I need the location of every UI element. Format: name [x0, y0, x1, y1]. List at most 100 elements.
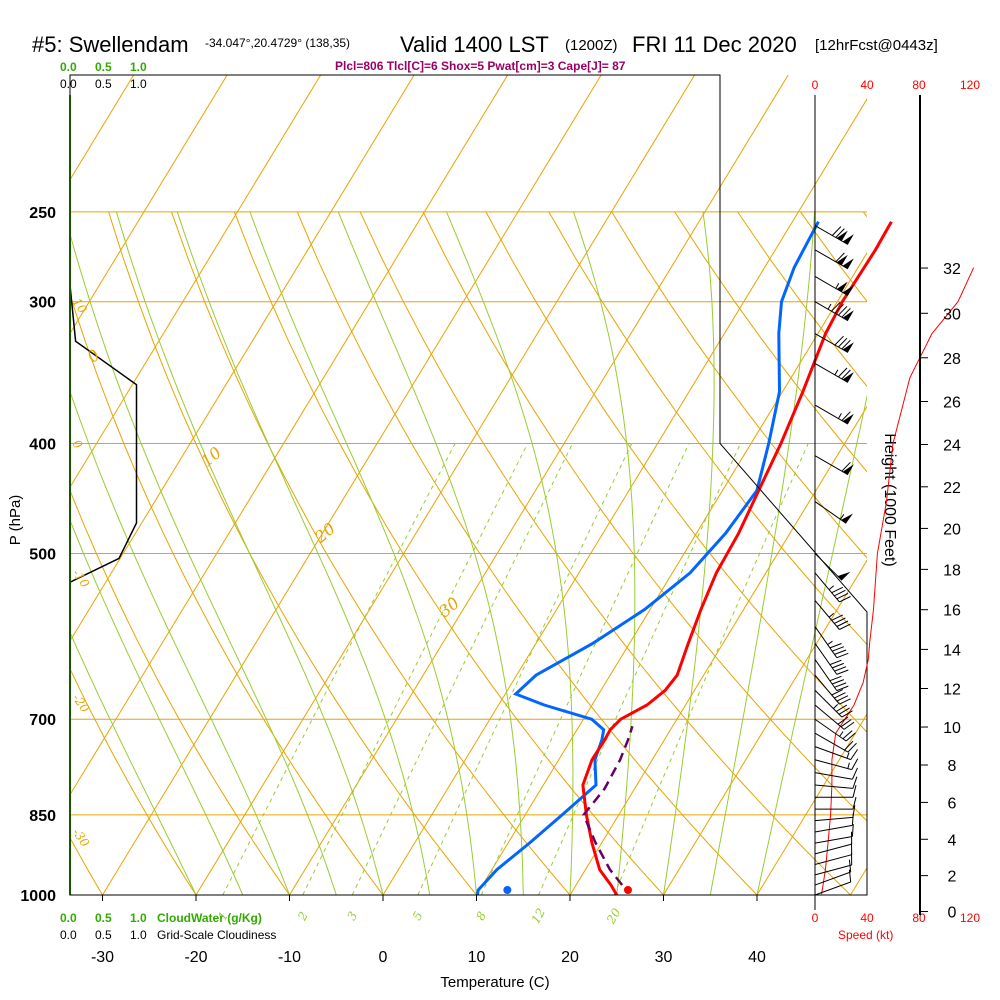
height-tick-label: 2	[948, 869, 957, 886]
mixing-ratio-line	[417, 443, 633, 895]
wind-barb-half-flag	[827, 640, 833, 646]
dry-adiabat-line	[70, 489, 290, 895]
wind-barb	[814, 404, 854, 425]
wind-barb-staff	[814, 746, 851, 761]
wind-barb-flag	[835, 228, 845, 238]
wind-barb-flag	[841, 339, 851, 350]
wind-speed-profile-line	[821, 267, 975, 896]
wind-barb-staff	[814, 276, 849, 296]
wind-barb	[814, 600, 851, 630]
moist-adiabat-line	[446, 211, 574, 895]
isotherm-line	[476, 251, 867, 895]
dry-adiabat-label: 20	[310, 519, 339, 547]
wind-barb	[814, 674, 851, 705]
wind-barb	[814, 785, 857, 798]
wind-barb-staff	[814, 362, 849, 383]
wind-barb-staff	[814, 501, 847, 524]
cloudiness-label: Grid-Scale Cloudiness	[157, 928, 276, 942]
height-tick-label: 0	[948, 904, 957, 921]
wind-barb-flag	[832, 662, 844, 669]
height-axis-title: Height (1000 Feet)	[881, 433, 898, 566]
wind-barb-flag	[838, 337, 848, 348]
cloudwater-tick: 0.0	[60, 911, 77, 925]
wind-barb-flag	[831, 226, 842, 236]
isotherm-line	[289, 75, 789, 895]
wind-barb	[814, 553, 851, 581]
wind-barb-staff	[814, 732, 849, 753]
wind-barb-staff	[814, 301, 849, 322]
dry-adiabat-line	[70, 667, 197, 895]
wind-barb-pennant	[842, 464, 854, 475]
wind-barb-flag	[834, 303, 844, 314]
cloudiness-tick: 0.0	[60, 928, 77, 942]
wind-barb-staff	[814, 404, 849, 425]
p-tick-label: 700	[29, 712, 56, 729]
p-tick-label: 850	[29, 808, 56, 825]
mixing-ratio-line	[351, 443, 574, 895]
isotherm-label: -30	[70, 826, 93, 850]
cloudwater-tick: 1.0	[130, 911, 147, 925]
wind-barb-flag	[831, 689, 844, 696]
wind-barb	[814, 796, 857, 810]
height-tick-label: 30	[943, 306, 961, 323]
mixing-ratio-label: 5	[410, 909, 426, 923]
isotherm-line	[382, 98, 867, 895]
cloudwater-tick: 0.0	[60, 60, 77, 74]
wind-barb-staff	[814, 333, 849, 353]
cloudwater-tick: 0.5	[95, 60, 112, 74]
wind-barb-flag	[839, 623, 851, 630]
wind-barb-flag	[836, 592, 849, 600]
wind-barb-flag	[834, 682, 847, 688]
wind-barb-pennant	[842, 310, 854, 321]
wind-barb-flag	[841, 369, 851, 380]
x-tick-label: 20	[561, 949, 579, 966]
dry-adiabat-line	[674, 211, 867, 473]
wind-barb-half-flag	[847, 762, 850, 769]
speed-tick: 120	[960, 911, 980, 925]
wind-barb-staff	[814, 643, 838, 675]
surface-temperature-marker	[623, 886, 632, 894]
wind-barb-flag	[829, 675, 842, 682]
wind-barb	[814, 301, 854, 322]
wind-barb	[814, 805, 856, 822]
wind-barb-flag	[832, 679, 844, 685]
mixing-ratio-line	[538, 443, 741, 895]
isotherm-label: -10	[70, 566, 93, 590]
wind-barb-flag	[834, 617, 846, 624]
cloudiness-tick: 1.0	[130, 77, 147, 91]
wind-barb-flag	[829, 643, 842, 649]
height-tick-label: 28	[943, 351, 961, 368]
parcel-path-line	[582, 725, 634, 886]
stats-line: Plcl=806 Tlcl[C]=6 Shox=5 Pwat[cm]=3 Cap…	[335, 59, 626, 73]
cloudiness-profile-line	[69, 284, 138, 895]
dry-adiabat-label: 0	[83, 345, 103, 366]
wind-barb	[814, 689, 853, 718]
isotherm-line	[569, 405, 867, 895]
wind-barb	[814, 249, 854, 270]
height-tick-label: 10	[943, 720, 961, 737]
isotherm-label: -20	[70, 691, 93, 715]
moist-adiabat-line	[756, 394, 867, 895]
wind-barb	[814, 813, 854, 833]
cloudwater-scale-top: 0.0 0.5 1.0	[60, 60, 147, 74]
moist-adiabat-line	[663, 211, 715, 895]
wind-barb-flag	[851, 758, 859, 770]
wind-barb-staff	[814, 784, 853, 789]
wind-barb-half-flag	[828, 585, 835, 590]
wind-barb-flag	[841, 461, 851, 472]
wind-barb-staff	[814, 824, 853, 833]
speed-tick: 0	[812, 78, 819, 92]
moist-adiabat-line	[176, 211, 431, 895]
moist-adiabat-line	[573, 211, 636, 895]
wind-barb-pennant	[836, 254, 848, 266]
wind-barb-flag	[836, 620, 849, 627]
wind-barb-half-flag	[828, 613, 835, 618]
dry-adiabat-line	[989, 212, 1000, 895]
x-tick-label: 10	[468, 949, 486, 966]
wind-barb-flag	[851, 767, 858, 780]
wind-barb-staff	[814, 843, 852, 855]
p-tick-label: 500	[29, 546, 56, 563]
wind-barb-flag	[834, 649, 847, 655]
